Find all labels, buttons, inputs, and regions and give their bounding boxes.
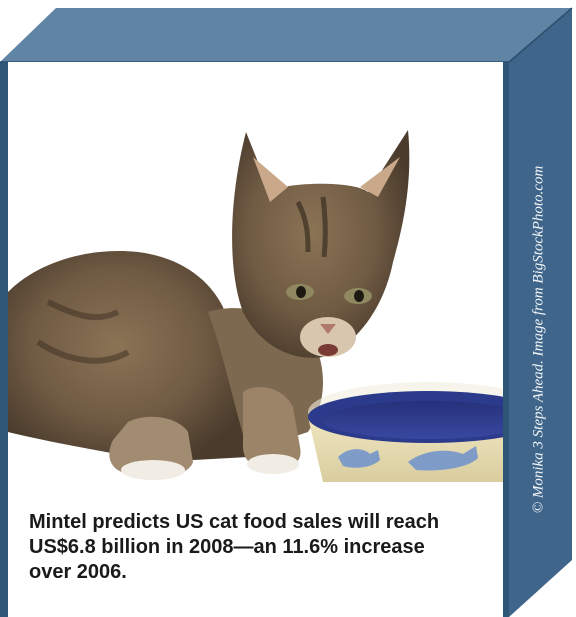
kitten-photo (8, 130, 503, 482)
caption-text: Mintel predicts US cat food sales will r… (29, 511, 440, 583)
photo-credit-text: © Monika 3 Steps Ahead. Image from BigSt… (530, 165, 547, 514)
box-top-face (0, 8, 572, 62)
photo-credit: © Monika 3 Steps Ahead. Image from BigSt… (509, 62, 569, 617)
box-front-face: Mintel predicts US cat food sales will r… (8, 62, 503, 617)
box-side-face (509, 8, 572, 617)
